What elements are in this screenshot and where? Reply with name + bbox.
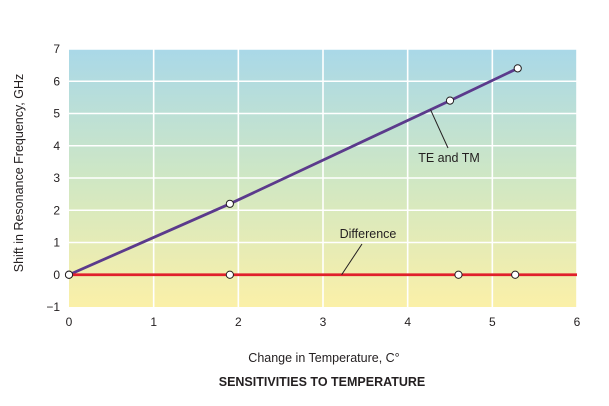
y-axis-title: Shift in Resonance Frequency, GHz: [12, 74, 26, 272]
x-tick-label: 1: [150, 315, 157, 329]
y-tick-label: 6: [53, 74, 60, 88]
x-tick-label: 4: [404, 315, 411, 329]
x-axis-title: Change in Temperature, C°: [248, 351, 399, 365]
y-tick-label: 0: [53, 268, 60, 282]
annotation-label-difference: Difference: [340, 227, 397, 241]
annotation-leader-difference: [341, 243, 363, 276]
data-point-te-and-tm: [225, 199, 234, 208]
y-tick-label: 7: [53, 42, 60, 56]
y-tick-label: 4: [53, 139, 60, 153]
data-point-te-and-tm: [513, 64, 522, 73]
x-tick-label: 3: [320, 315, 327, 329]
annotation-label-te-and-tm: TE and TM: [418, 151, 480, 165]
x-tick-label: 0: [66, 315, 73, 329]
annotation-leader-te-and-tm: [430, 109, 449, 149]
data-series: [64, 64, 577, 279]
y-tick-label: 5: [53, 107, 60, 121]
y-tick-label: 3: [53, 171, 60, 185]
y-tick-label: 2: [53, 203, 60, 217]
x-tick-label: 2: [235, 315, 242, 329]
y-tick-label: −1: [46, 300, 60, 314]
x-tick-label: 5: [489, 315, 496, 329]
chart-title: SENSITIVITIES TO TEMPERATURE: [219, 375, 426, 389]
y-tick-label: 1: [53, 236, 60, 250]
tick-labels: 0 1 2 3 4 5 6 −1 0 1 2 3 4 5 6 7: [46, 42, 580, 329]
data-point-te-and-tm: [445, 96, 455, 105]
data-point-te-and-tm: [64, 270, 74, 279]
data-point-difference: [511, 270, 520, 279]
annotations: TE and TM Difference: [340, 109, 480, 276]
series-line-te-and-tm: [68, 67, 519, 277]
data-point-difference: [454, 270, 463, 279]
x-tick-label: 6: [574, 315, 581, 329]
data-point-difference: [225, 270, 234, 279]
